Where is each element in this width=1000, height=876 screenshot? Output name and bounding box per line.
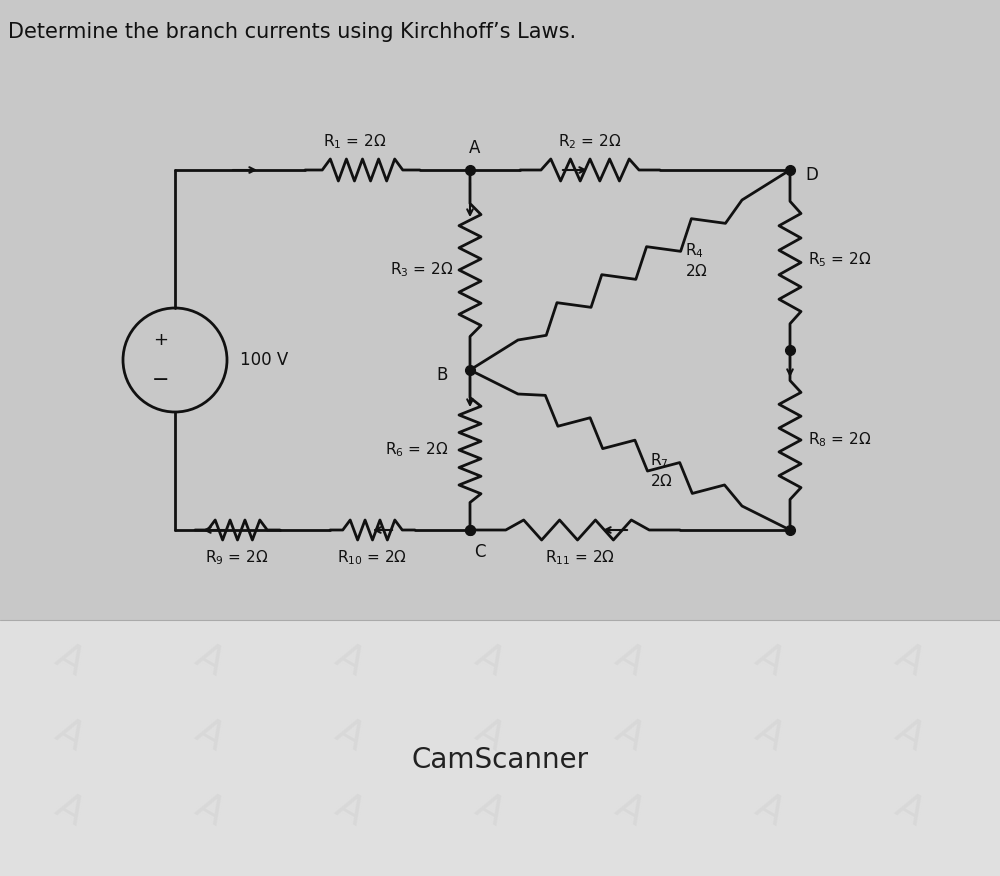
Text: A: A (189, 637, 231, 683)
Text: A: A (749, 637, 791, 683)
Text: C: C (474, 543, 486, 561)
Text: CamScanner: CamScanner (411, 746, 589, 774)
Text: A: A (329, 637, 371, 683)
Text: R$_9$ = 2$\Omega$: R$_9$ = 2$\Omega$ (205, 548, 269, 568)
Text: A: A (49, 637, 91, 683)
Text: R$_2$ = 2$\Omega$: R$_2$ = 2$\Omega$ (558, 132, 622, 152)
Text: A: A (189, 712, 231, 758)
Text: A: A (49, 712, 91, 758)
Text: A: A (469, 139, 481, 157)
Text: A: A (49, 787, 91, 833)
Text: A: A (749, 787, 791, 833)
Text: A: A (469, 637, 511, 683)
Text: R$_4$
2$\Omega$: R$_4$ 2$\Omega$ (685, 242, 708, 279)
Text: R$_8$ = 2$\Omega$: R$_8$ = 2$\Omega$ (808, 431, 871, 449)
Text: R$_1$ = 2$\Omega$: R$_1$ = 2$\Omega$ (323, 132, 387, 152)
Text: D: D (806, 166, 818, 184)
Text: R$_5$ = 2$\Omega$: R$_5$ = 2$\Omega$ (808, 251, 871, 269)
Text: A: A (889, 637, 931, 683)
Text: R$_3$ = 2$\Omega$: R$_3$ = 2$\Omega$ (390, 261, 453, 279)
Text: R$_{11}$ = 2$\Omega$: R$_{11}$ = 2$\Omega$ (545, 548, 615, 568)
Text: A: A (329, 712, 371, 758)
Text: A: A (889, 712, 931, 758)
Text: B: B (437, 366, 448, 384)
Text: 100 V: 100 V (240, 351, 288, 369)
Bar (0, 0, 1000, 620)
Text: A: A (609, 787, 651, 833)
Text: A: A (469, 787, 511, 833)
Text: A: A (609, 712, 651, 758)
Text: A: A (189, 787, 231, 833)
Text: A: A (609, 637, 651, 683)
Text: R$_6$ = 2$\Omega$: R$_6$ = 2$\Omega$ (385, 441, 448, 459)
Text: A: A (889, 787, 931, 833)
Text: A: A (469, 712, 511, 758)
Text: A: A (749, 712, 791, 758)
Text: −: − (152, 370, 170, 390)
Bar (0, 620, 1000, 876)
Text: +: + (154, 331, 168, 349)
Text: R$_7$
2$\Omega$: R$_7$ 2$\Omega$ (650, 451, 673, 489)
Text: Determine the branch currents using Kirchhoff’s Laws.: Determine the branch currents using Kirc… (8, 22, 576, 42)
Text: R$_{10}$ = 2$\Omega$: R$_{10}$ = 2$\Omega$ (337, 548, 407, 568)
Text: A: A (329, 787, 371, 833)
